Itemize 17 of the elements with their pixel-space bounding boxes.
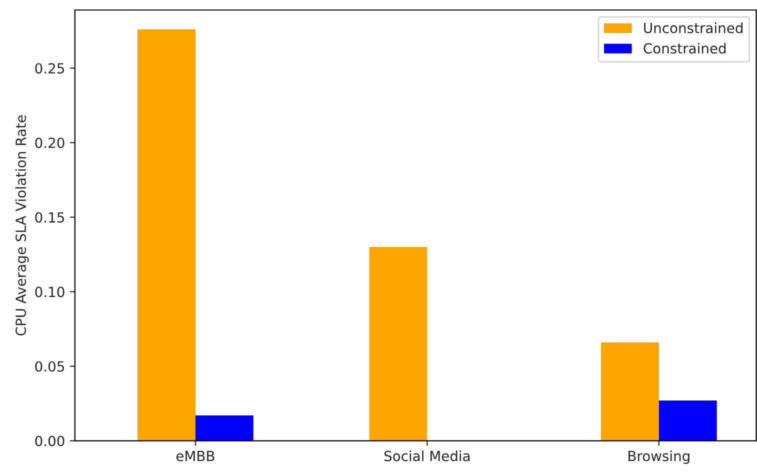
y-tick-label: 0.20 (35, 138, 64, 148)
y-tick-label: 0.00 (35, 436, 64, 446)
y-tick-label: 0.15 (35, 212, 64, 223)
y-tick-label: 0.25 (35, 63, 64, 74)
bar (658, 400, 717, 441)
legend-label: Constrained (644, 42, 726, 54)
bar (369, 247, 428, 441)
bar (138, 29, 196, 441)
bar (600, 342, 659, 441)
y-tick-label: 0.05 (35, 361, 64, 372)
bar (195, 415, 254, 441)
x-tick-label: eMBB (176, 450, 214, 462)
x-tick-label: Browsing (628, 450, 690, 464)
x-tick-label: Social Media (384, 450, 470, 462)
y-tick-label: 0.10 (35, 286, 64, 298)
y-axis-title: CPU Average SLA Violation Rate (15, 115, 29, 336)
legend-label: Unconstrained (644, 22, 742, 34)
